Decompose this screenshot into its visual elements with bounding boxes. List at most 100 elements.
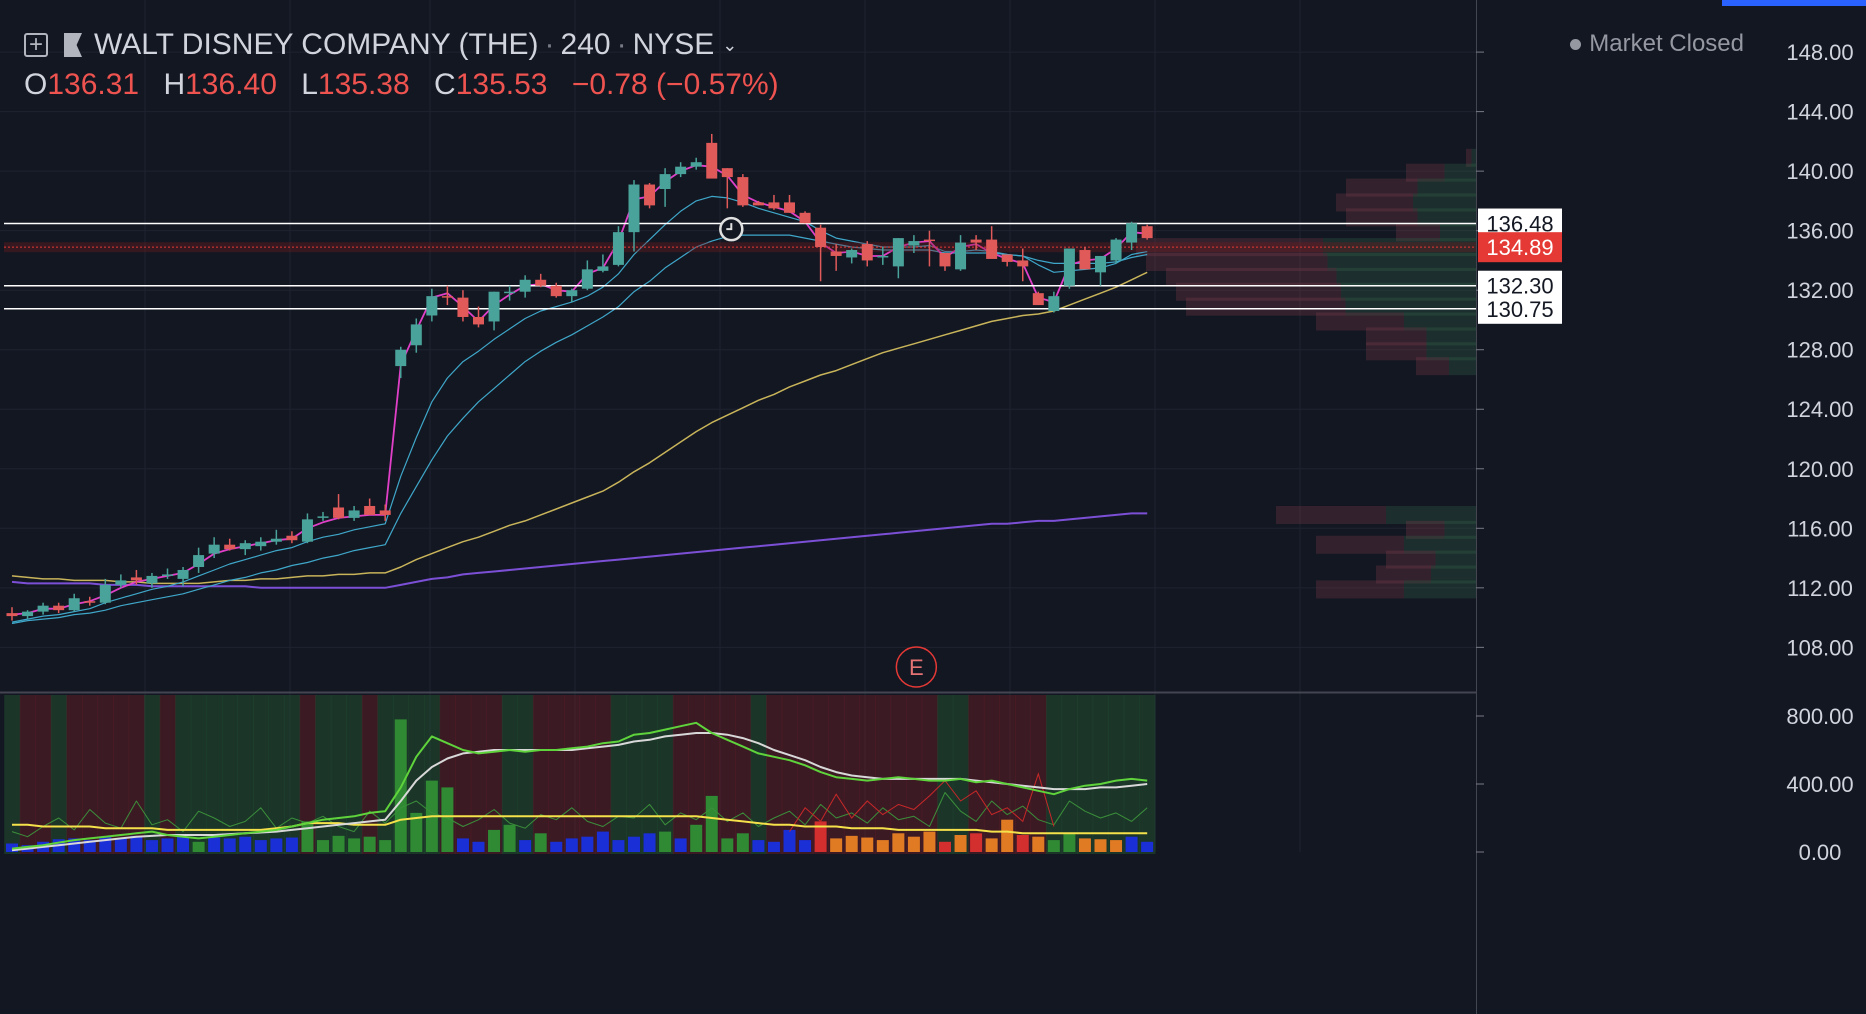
oscillator-band (1092, 695, 1109, 854)
profile-bar (1404, 312, 1476, 331)
candle-body (644, 184, 656, 206)
profile-bar (1386, 550, 1436, 569)
price-tick-label: 124.00 (1786, 397, 1853, 422)
volume-bar (939, 841, 951, 852)
volume-bar (861, 837, 874, 852)
close-label: C (434, 68, 456, 101)
oscillator-band (377, 695, 394, 854)
candle-body (846, 250, 858, 258)
last-price-label: 134.89 (1486, 235, 1553, 260)
oscillator-band (937, 695, 954, 854)
candle-body (37, 605, 49, 612)
oscillator-band (890, 695, 907, 854)
oscillator-band (657, 695, 674, 854)
low-value: 135.38 (317, 68, 410, 101)
candle-body (348, 510, 360, 518)
symbol-name[interactable]: WALT DISNEY COMPANY (THE) (94, 28, 539, 61)
candle-body (208, 544, 220, 554)
profile-bar (1396, 223, 1440, 242)
oscillator-band (50, 695, 67, 854)
candle-body (659, 174, 671, 189)
oscillator-band (361, 695, 378, 854)
earnings-label: E (909, 655, 924, 680)
volume-bar (348, 838, 361, 852)
ma-purple-line (11, 512, 1148, 589)
price-tick-label: 128.00 (1786, 338, 1853, 363)
candle-body (68, 598, 80, 611)
candle-body (939, 252, 951, 267)
volume-bar (845, 835, 858, 852)
profile-bar (1336, 193, 1413, 212)
volume-bar (441, 787, 454, 852)
candle-body (908, 241, 920, 246)
volume-bar (736, 833, 749, 852)
candle-body (270, 538, 282, 542)
earnings-marker[interactable]: E (895, 646, 938, 688)
flag-icon[interactable] (64, 33, 82, 57)
profile-bar (1346, 178, 1418, 197)
volume-bar (177, 836, 190, 852)
oscillator-tick-label: 800.00 (1786, 704, 1853, 729)
clock-icon[interactable] (719, 216, 744, 242)
candle-body (737, 177, 749, 206)
chevron-down-icon[interactable]: ⌄ (722, 34, 738, 55)
candle-body (99, 584, 111, 603)
interval[interactable]: 240 (560, 28, 611, 61)
oscillator-band (859, 695, 876, 854)
hline-price-label-box (1478, 293, 1562, 324)
candle-body (379, 510, 391, 515)
candle-body (830, 251, 842, 256)
profile-bar (1327, 252, 1476, 271)
candle-body (224, 544, 236, 550)
profile-bar (1366, 327, 1427, 346)
markers[interactable]: E (719, 216, 938, 688)
volume-bar (596, 831, 609, 852)
candle-body (84, 601, 96, 603)
volume-bar (628, 836, 640, 852)
volume-bar (830, 838, 843, 852)
oscillator-band (750, 695, 767, 854)
oscillator-band (968, 695, 985, 854)
candle-body (581, 269, 593, 289)
scroll-indicator (1722, 0, 1866, 6)
candle-body (550, 285, 562, 297)
price-tick-label: 112.00 (1787, 576, 1853, 601)
add-symbol-icon[interactable]: + (24, 33, 48, 57)
oscillator-band (35, 695, 52, 854)
high-label: H (163, 68, 186, 101)
profile-bar (1345, 297, 1476, 316)
oscillator-band (206, 695, 223, 854)
volume-bar (192, 841, 205, 852)
volume-bar (1078, 838, 1091, 852)
symbol-legend: + WALT DISNEY COMPANY (THE) · 240 · NYSE… (24, 28, 737, 62)
volume-bar (721, 838, 734, 852)
oscillator-pane (6, 719, 1154, 852)
profile-bar (1323, 238, 1476, 257)
candle-body (612, 232, 624, 265)
ma-yellow-line (11, 271, 1148, 585)
oscillator-band (253, 695, 270, 854)
volume-bar (876, 840, 889, 852)
candle-body (721, 168, 733, 178)
profile-bar (1444, 520, 1476, 539)
oscillator-band (906, 695, 923, 854)
oscillator-band (579, 695, 596, 854)
volume-bar (519, 840, 532, 852)
candle-body (301, 519, 313, 542)
price-axis[interactable]: 148.00 144.00 140.00 136.00 132.00 128.00 124.… (1476, 0, 1866, 1014)
candle-body (986, 239, 998, 259)
volume-bar (317, 840, 329, 852)
oscillator-band (626, 695, 643, 854)
oscillator-band (486, 695, 503, 854)
exchange[interactable]: NYSE (632, 28, 715, 61)
candle-body (426, 296, 438, 316)
earnings-circle (895, 646, 938, 688)
oscillator-band (315, 695, 332, 854)
candle-body (317, 516, 329, 518)
oscillator-band (1108, 695, 1125, 854)
volume-bar (1141, 841, 1154, 852)
volume-bar (534, 833, 547, 852)
candle-body (177, 569, 189, 579)
profile-bar (1435, 550, 1476, 569)
